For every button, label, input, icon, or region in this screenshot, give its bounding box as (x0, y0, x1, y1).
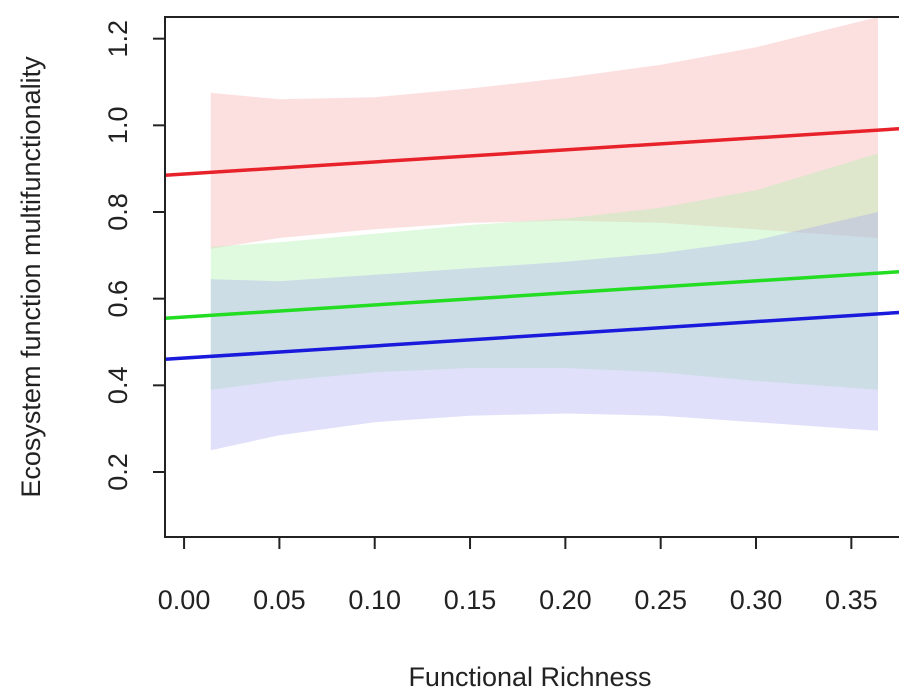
y-tick-label: 0.2 (103, 453, 133, 491)
y-tick-label: 0.8 (103, 193, 133, 231)
y-axis: 0.2 0.4 0.6 0.8 1.0 1.2 (103, 20, 166, 491)
confidence-bands (210, 17, 879, 451)
fit-line-2 (165, 270, 899, 320)
x-tick-label: 0.00 (158, 585, 211, 615)
x-tick-label: 0.30 (730, 585, 783, 615)
x-tick-label: 0.25 (634, 585, 687, 615)
fit-lines (165, 127, 899, 362)
x-tick-label: 0.35 (825, 585, 878, 615)
x-tick-label: 0.05 (253, 585, 306, 615)
y-tick-label: 1.2 (103, 20, 133, 58)
x-axis-title: Functional Richness (408, 662, 651, 691)
x-tick-label: 0.15 (444, 585, 497, 615)
fit-line-3 (165, 310, 899, 362)
y-tick-label: 0.6 (103, 280, 133, 318)
x-axis: 0.00 0.05 0.10 0.15 0.20 0.25 0.30 0.35 (158, 536, 878, 615)
confidence-band-3 (210, 212, 879, 451)
y-tick-label: 0.4 (103, 367, 133, 405)
x-tick-label: 0.20 (539, 585, 592, 615)
y-tick-label: 1.0 (103, 107, 133, 145)
fit-line-1 (165, 127, 899, 177)
x-tick-label: 0.10 (348, 585, 401, 615)
confidence-band-1 (210, 17, 879, 249)
confidence-band-2 (210, 153, 879, 390)
y-axis-title: Ecosystem function multifunctionality (16, 56, 46, 498)
